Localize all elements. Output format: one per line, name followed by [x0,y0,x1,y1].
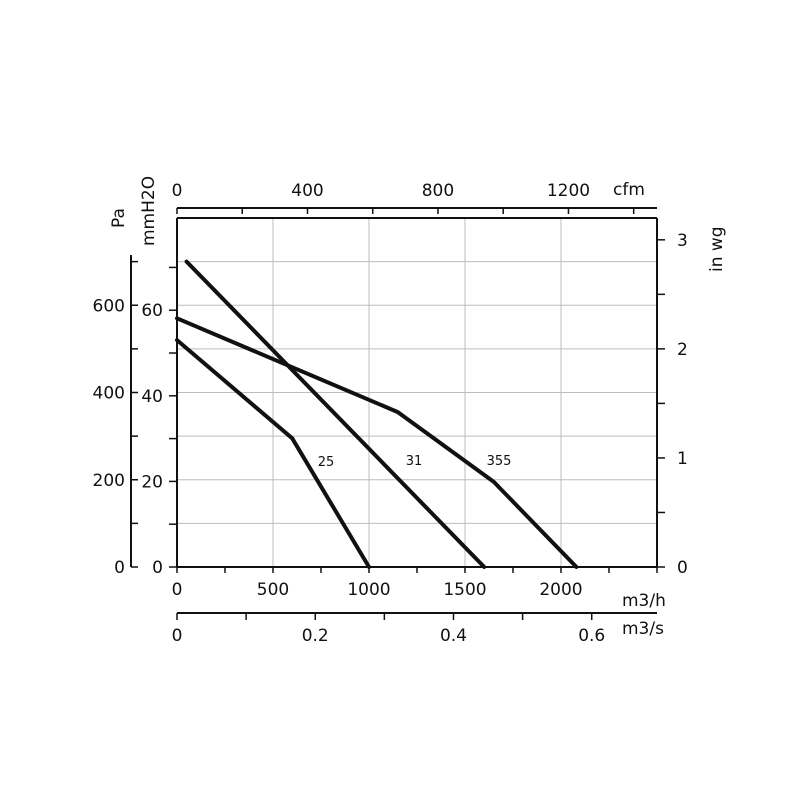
m3s-tick-label: 0 [172,626,183,646]
x-bottom2-axis-label-m3s: m3/s [622,619,664,639]
series-curve-355 [175,316,579,569]
inwg-tick-label: 1 [677,449,688,469]
series-curve-31 [184,259,487,569]
cfm-tick-label: 800 [422,181,454,201]
m3h-tick-label: 0 [172,580,183,600]
series-label-31: 31 [406,454,423,469]
grid [177,218,657,567]
m3s-tick-label: 0.2 [302,626,329,646]
m3h-tick-label: 1000 [347,580,390,600]
mmh2o-tick-label: 0 [152,558,163,578]
series-label-25: 25 [318,455,335,470]
y-axis-label-mmh2o: mmH2O [139,176,159,246]
pa-tick-label: 400 [93,384,125,404]
cfm-tick-label: 1200 [547,181,590,201]
inwg-tick-label: 2 [677,340,688,360]
y-axis-label-pa: Pa [109,208,129,228]
mmh2o-tick-label: 20 [141,472,163,492]
inwg-tick-label: 0 [677,558,688,578]
inwg-tick-label: 3 [677,231,688,251]
mmh2o-tick-label: 40 [141,387,163,407]
m3s-tick-label: 0.6 [578,626,605,646]
m3h-tick-label: 500 [257,580,289,600]
series-label-355: 355 [487,454,512,469]
m3s-tick-label: 0.4 [440,626,467,646]
series: 25 31 355 [175,259,579,569]
cfm-tick-label: 0 [172,181,183,201]
series-curve-25 [175,338,371,569]
y-right-axis-label-inwg: in wg [707,226,727,272]
pa-tick-label: 0 [114,558,125,578]
m3h-tick-label: 2000 [539,580,582,600]
cfm-tick-label: 400 [291,181,323,201]
mmh2o-tick-label: 60 [141,301,163,321]
pa-tick-label: 200 [93,471,125,491]
x-top-axis-label-cfm: cfm [613,180,645,200]
x-axis-label-m3h: m3/h [622,591,666,611]
pa-tick-label: 600 [93,296,125,316]
m3h-tick-label: 1500 [443,580,486,600]
